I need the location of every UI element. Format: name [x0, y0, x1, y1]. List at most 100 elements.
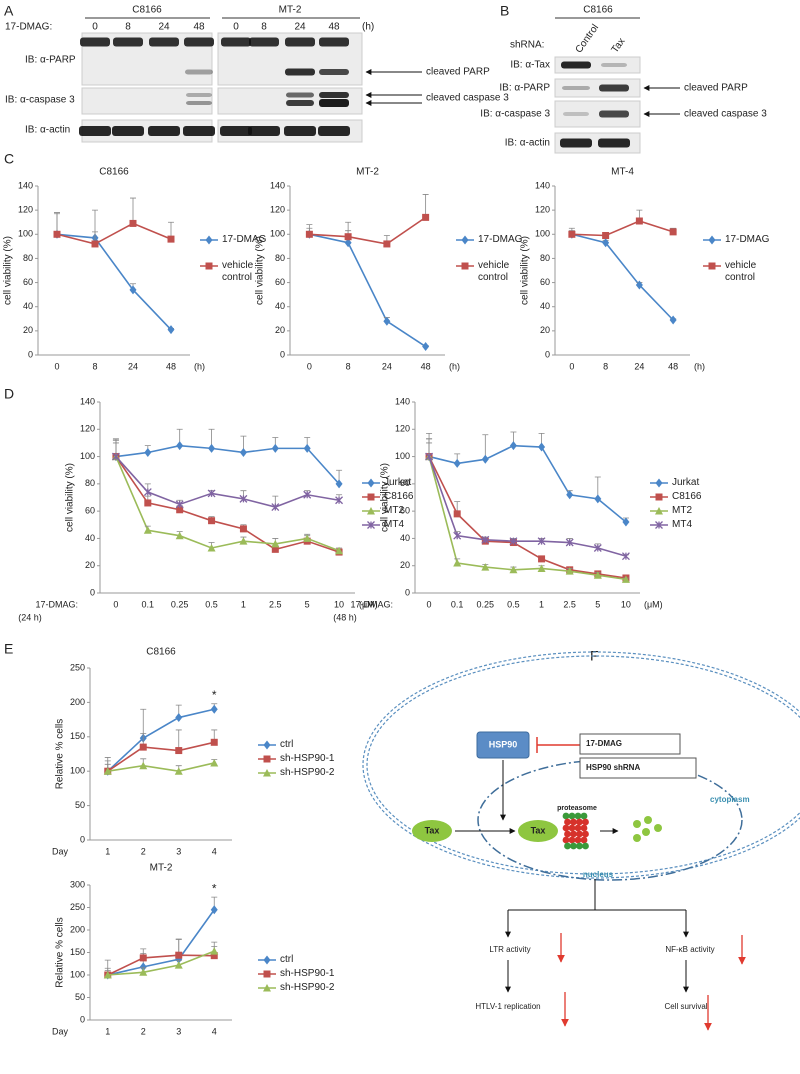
data-point: [210, 758, 219, 767]
legend-item: 17-DMAG: [478, 234, 523, 245]
x-tick-label: 3: [176, 846, 181, 856]
drug-box: [579, 733, 681, 755]
data-point: [175, 713, 183, 723]
x-tick-label: 0.25: [171, 599, 189, 609]
legend-item: ctrl: [280, 739, 294, 750]
panel-label: A: [4, 3, 14, 19]
chart-title: C8166: [146, 647, 176, 658]
y-tick-label: 200: [70, 697, 85, 707]
band: [286, 100, 314, 106]
band: [598, 138, 630, 148]
legend-item: MT2: [384, 505, 404, 516]
y-tick-label: 100: [80, 451, 95, 461]
chart-title: MT-2: [150, 863, 173, 874]
row-label: IB: α-PARP: [25, 55, 76, 66]
legend-label: C8166: [672, 491, 702, 502]
subunit: [564, 830, 571, 838]
x-tick-label: 2.5: [269, 599, 282, 609]
y-tick-label: 100: [70, 766, 85, 776]
y-tick-label: 20: [400, 560, 410, 570]
y-tick-label: 100: [535, 229, 550, 239]
lane-label: 24: [158, 22, 170, 33]
subunit: [562, 824, 570, 832]
lane-label: 8: [261, 22, 267, 33]
data-point: [271, 539, 280, 548]
chart-title: MT-2: [356, 167, 379, 178]
y-axis-label: cell viability (%): [255, 236, 266, 305]
legend-label: 17-DMAG: [478, 234, 523, 245]
lane-label: 48: [328, 22, 340, 33]
x-prefix: 17-DMAG:: [35, 599, 78, 609]
x-tick-label: 0.1: [142, 599, 155, 609]
legend-marker: [367, 521, 375, 529]
data-point: [565, 538, 574, 547]
band: [318, 126, 350, 136]
x-tick-label: 0.1: [451, 599, 464, 609]
series-line: [309, 216, 427, 245]
subunit: [576, 842, 583, 850]
y-axis-label: cell viability (%): [3, 236, 14, 305]
subunit: [582, 818, 589, 826]
x-prefix: 17-DMAG:: [350, 599, 393, 609]
legend-label: C8166: [384, 491, 414, 502]
legend-item: vehicle control: [222, 260, 253, 283]
arrow-label: cleaved caspase 3: [426, 93, 509, 104]
legend-item: C8166: [672, 491, 702, 502]
tax-label: Tax: [531, 825, 546, 835]
data-point: [537, 537, 546, 546]
x-prefix-note: (48 h): [333, 612, 357, 622]
legend-marker: [263, 755, 271, 763]
data-point: [593, 571, 602, 579]
panel-label: C: [4, 151, 14, 167]
legend-item: sh-HSP90-1: [280, 753, 335, 764]
x-unit: (h): [194, 361, 205, 371]
subunit: [580, 824, 588, 832]
hsp90-label: HSP90: [489, 739, 518, 749]
series-line: [115, 456, 340, 508]
data-point: [210, 905, 218, 915]
data-point: [207, 489, 216, 498]
y-tick-label: 20: [275, 325, 285, 335]
band: [79, 126, 111, 136]
legend-item: 17-DMAG: [222, 234, 266, 245]
data-point: [303, 534, 312, 542]
y-tick-label: 40: [400, 533, 410, 543]
data-point: [144, 499, 152, 507]
fragment: [654, 824, 662, 832]
y-axis-label: Relative % cells: [55, 719, 66, 790]
series-line: [428, 444, 627, 523]
series-line: [107, 954, 215, 976]
subunit: [582, 842, 589, 850]
row-label: IB: α-caspase 3: [5, 95, 75, 106]
panel-label: E: [4, 641, 13, 657]
x-tick-label: 24: [128, 361, 138, 371]
legend-label: sh-HSP90-1: [280, 753, 335, 764]
band: [186, 93, 212, 97]
arrow-label: cleaved PARP: [426, 67, 490, 78]
chart-title: C8166: [99, 167, 129, 178]
band: [149, 37, 179, 47]
row-label: IB: α-caspase 3: [480, 109, 550, 120]
blot: [554, 132, 641, 154]
legend-label: ctrl: [280, 739, 294, 750]
subunit: [562, 836, 570, 844]
tax-shape: [518, 820, 558, 842]
y-tick-label: 300: [70, 879, 85, 889]
data-point: [335, 479, 343, 489]
legend-label: sh-HSP90-2: [280, 982, 335, 993]
legend-label: 17-DMAG: [725, 234, 770, 245]
x-unit: (μM): [359, 599, 378, 609]
band: [286, 92, 314, 98]
y-tick-label: 100: [395, 451, 410, 461]
y-tick-label: 50: [75, 992, 85, 1002]
x-tick-label: 48: [166, 361, 176, 371]
subunit: [562, 812, 570, 820]
cell-outline: [366, 655, 800, 875]
data-point: [566, 490, 574, 500]
annotation: *: [212, 688, 217, 702]
legend-item: Jurkat: [384, 477, 412, 488]
legend-marker: [655, 493, 663, 501]
legend-label: Jurkat: [384, 477, 412, 488]
lane-label: 8: [125, 22, 131, 33]
legend-marker: [205, 262, 213, 270]
